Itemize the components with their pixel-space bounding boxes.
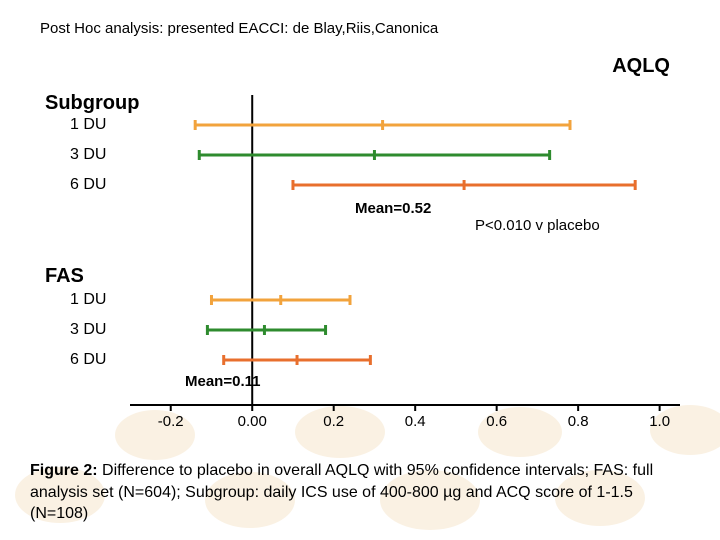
x-tick-label: 0.4 xyxy=(405,413,426,430)
x-tick-label: 0.00 xyxy=(238,413,267,430)
forest-plot xyxy=(0,0,720,540)
x-tick-label: 0.6 xyxy=(486,413,507,430)
x-tick-label: 0.2 xyxy=(323,413,344,430)
caption-bold: Figure 2: xyxy=(30,462,98,479)
x-tick-label: 0.8 xyxy=(568,413,589,430)
figure-caption: Figure 2: Difference to placebo in overa… xyxy=(30,460,690,525)
x-tick-label: -0.2 xyxy=(158,413,184,430)
caption-rest: Difference to placebo in overall AQLQ wi… xyxy=(30,462,653,522)
x-tick-label: 1.0 xyxy=(649,413,670,430)
